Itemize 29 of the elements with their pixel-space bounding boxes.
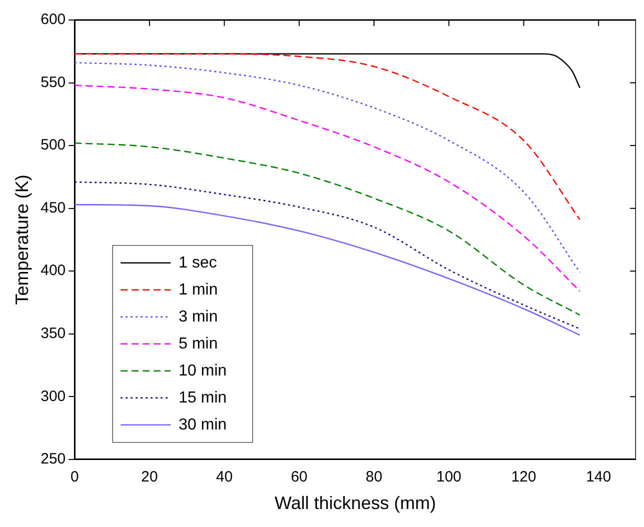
legend-label: 15 min xyxy=(178,389,227,406)
x-tick-label: 120 xyxy=(511,468,536,486)
legend-label: 1 min xyxy=(178,281,218,298)
legend-label: 10 min xyxy=(178,362,227,380)
x-tick-label: 20 xyxy=(141,468,158,486)
x-tick-label: 100 xyxy=(436,468,462,486)
x-axis-title: Wall thickness (mm) xyxy=(274,493,436,514)
y-tick-label: 450 xyxy=(40,199,66,216)
x-tick-label: 80 xyxy=(366,468,382,486)
x-tick-label: 140 xyxy=(586,468,612,486)
x-tick-label: 60 xyxy=(290,468,308,486)
y-tick-label: 600 xyxy=(40,11,66,28)
y-tick-label: 550 xyxy=(40,74,66,91)
y-axis-title: Temperature (K) xyxy=(12,174,32,305)
line-series xyxy=(74,53,581,220)
line-series xyxy=(74,204,581,336)
line-series xyxy=(74,62,581,273)
legend-label: 1 sec xyxy=(178,254,217,272)
legend-label: 3 min xyxy=(178,308,218,326)
y-tick-label: 400 xyxy=(40,262,66,280)
legend-label: 5 min xyxy=(178,335,218,352)
line-series xyxy=(74,181,581,330)
y-tick-label: 350 xyxy=(40,325,66,342)
x-tick-label: 40 xyxy=(216,468,233,486)
x-tick-label: 0 xyxy=(70,468,79,486)
y-tick-label: 300 xyxy=(40,388,66,405)
y-tick-label: 500 xyxy=(40,136,66,154)
y-tick-label: 250 xyxy=(40,450,66,468)
legend-label: 30 min xyxy=(178,416,227,434)
